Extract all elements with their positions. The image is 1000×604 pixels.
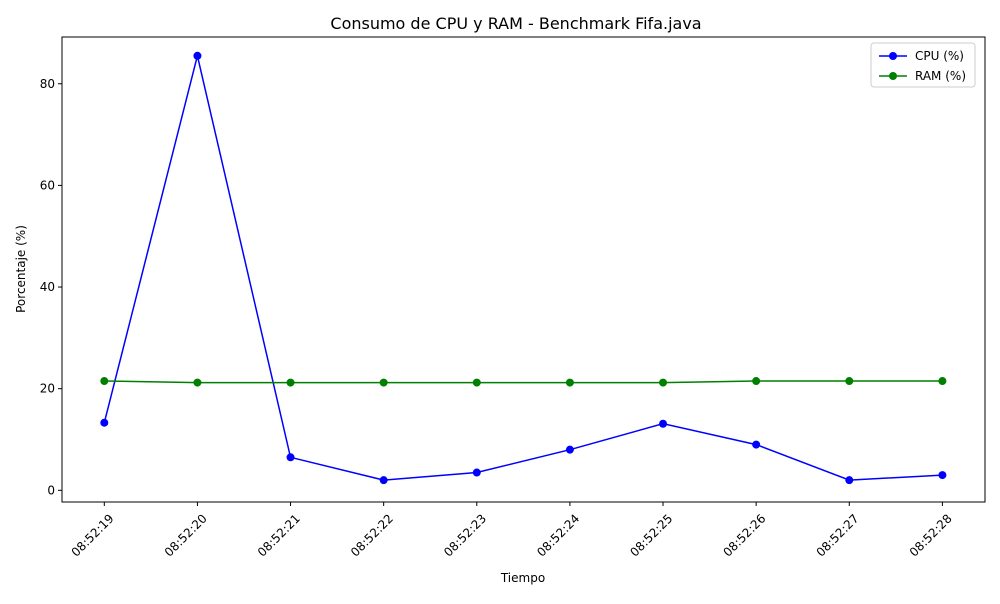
x-tick-label: 08:52:23: [441, 511, 489, 559]
cpu-data-point: [938, 471, 947, 480]
ram-data-point: [472, 378, 481, 387]
cpu-data-point: [379, 476, 388, 485]
x-tick-label: 08:52:22: [348, 511, 396, 559]
plot-frame: [61, 36, 986, 503]
ram-series-line: [104, 380, 943, 384]
x-tick-label: 08:52:27: [814, 511, 862, 559]
ram-data-point: [659, 378, 668, 387]
y-tick-label: 40: [40, 280, 55, 294]
x-tick-label: 08:52:21: [255, 511, 303, 559]
ram-data-point: [845, 377, 854, 386]
ram-data-point: [193, 378, 202, 387]
ram-data-point: [565, 378, 574, 387]
cpu-data-point: [565, 445, 574, 454]
x-tick-label: 08:52:25: [627, 511, 675, 559]
x-tick-label: 08:52:24: [534, 511, 582, 559]
y-tick-label: 0: [47, 483, 55, 497]
legend-ram-label: RAM (%): [915, 69, 966, 83]
legend-cpu-marker: [889, 52, 897, 60]
cpu-data-point: [100, 418, 109, 427]
legend: CPU (%) RAM (%): [870, 42, 976, 88]
x-tick-label: 08:52:28: [907, 511, 955, 559]
cpu-data-point: [472, 468, 481, 477]
chart-title: Consumo de CPU y RAM - Benchmark Fifa.ja…: [330, 14, 701, 33]
legend-cpu-label: CPU (%): [915, 49, 964, 63]
cpu-data-point: [659, 419, 668, 428]
cpu-series-line: [103, 55, 943, 481]
ram-data-point: [752, 377, 761, 386]
plot-area: 0 20 40 60 80 08:52:19 08:52:20 08:52:21 08:52:2…: [40, 36, 986, 559]
ram-data-point: [286, 378, 295, 387]
x-tick-label: 08:52:20: [162, 511, 210, 559]
y-axis-title: Porcentaje (%): [14, 225, 28, 313]
ram-data-point: [379, 378, 388, 387]
cpu-data-point: [286, 453, 295, 462]
legend-ram-marker: [889, 72, 897, 80]
y-tick-label: 20: [40, 382, 55, 396]
cpu-data-point: [845, 476, 854, 485]
cpu-data-point: [193, 51, 202, 60]
ram-data-point: [938, 377, 947, 386]
x-tick-label: 08:52:26: [720, 511, 768, 559]
x-axis-title: Tiempo: [500, 571, 545, 585]
y-tick-label: 80: [40, 77, 55, 91]
y-tick-label: 60: [40, 178, 55, 192]
cpu-data-point: [752, 440, 761, 449]
x-tick-label: 08:52:19: [69, 511, 117, 559]
ram-data-point: [100, 377, 109, 386]
